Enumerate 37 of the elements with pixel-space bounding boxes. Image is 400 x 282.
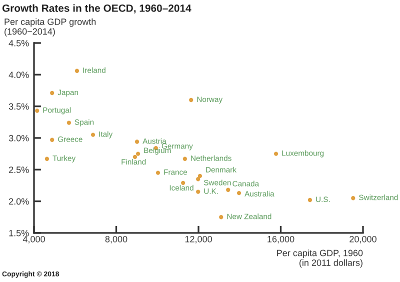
point [274,152,278,156]
point [196,190,200,194]
point [189,98,194,102]
point [351,196,356,200]
x-tick-label: 20,000 [350,236,376,244]
point [219,215,224,220]
y-axis-title: Per capita GDP growth (1960−2014) [4,18,96,36]
point [182,156,188,161]
point [132,154,138,160]
point [156,170,160,175]
point [196,177,200,182]
y-tick-label: 1.5% [9,230,29,236]
x-axis-title: Per capita GDP, 1960 (in 2011 dollars) [277,250,363,268]
point [74,68,80,73]
x-tick-label: 8,000 [105,236,128,244]
point [35,108,40,113]
y-tick-label: 2.0% [9,198,29,205]
point [44,156,50,161]
y-tick-label: 4.5% [8,40,29,46]
y-tick-label: 3.0% [8,134,29,142]
point [134,140,140,144]
y-tick-label: 4.0% [8,72,29,78]
point [198,174,202,178]
point [50,90,54,96]
y-tick-label: 2.5% [9,166,29,173]
point [308,198,312,202]
point [226,188,230,192]
x-tick-label: 12,000 [185,236,212,244]
x-tick-label: 4,000 [22,236,45,244]
point [90,132,96,137]
x-tick-label: 16,000 [268,236,294,244]
point [66,120,72,125]
y-tick-label: 3.5% [8,103,29,110]
point [50,138,54,142]
point [136,152,140,156]
chart-title: Growth Rates in the OECD, 1960–2014 [2,4,192,14]
point [236,190,242,196]
